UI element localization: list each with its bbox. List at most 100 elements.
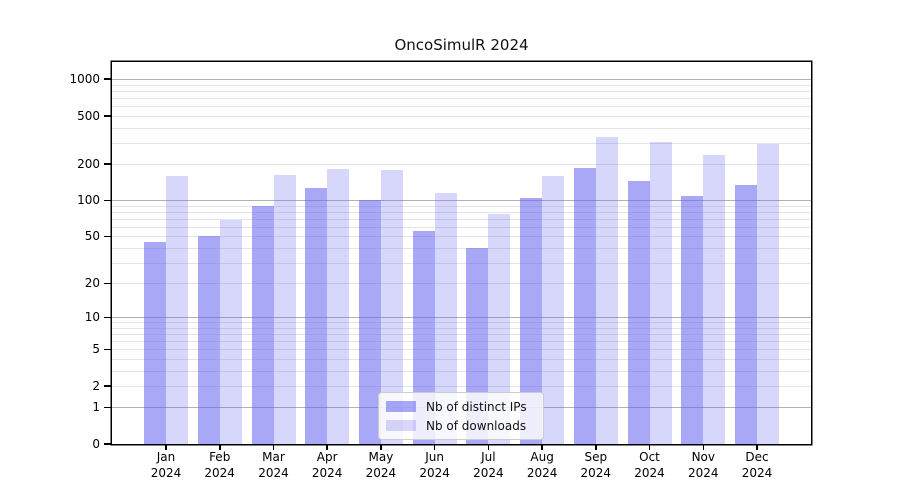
x-tick-label: Jun 2024 (419, 450, 450, 480)
legend-item-downloads: Nb of downloads (386, 418, 535, 433)
bar-ips (358, 200, 381, 444)
bar-ips (305, 187, 328, 444)
bar-downloads (703, 154, 726, 444)
grid-line (112, 236, 811, 238)
y-tick-mark (104, 406, 112, 409)
grid-line (112, 91, 811, 92)
x-tick-label: Aug 2024 (526, 450, 558, 480)
legend-swatch-downloads (386, 420, 416, 431)
grid-line (112, 370, 811, 372)
x-tick-mark (433, 444, 436, 450)
grid-line (112, 359, 811, 360)
grid-line (112, 386, 811, 387)
bar-ips (681, 196, 704, 444)
y-tick-label: 2 (92, 379, 100, 393)
legend: Nb of distinct IPs Nb of downloads (378, 392, 544, 440)
bar-ips (251, 205, 274, 444)
y-tick-mark (104, 78, 112, 80)
bar-downloads (327, 168, 350, 444)
y-tick-label: 200 (77, 157, 100, 171)
x-tick-label: Jul 2024 (473, 450, 504, 480)
x-tick-mark (380, 444, 382, 450)
grid-line (112, 247, 811, 249)
grid-line (112, 212, 811, 213)
x-tick-mark (487, 444, 490, 450)
x-tick-label: May 2024 (365, 450, 397, 480)
y-tick-mark (104, 199, 112, 201)
grid-line (112, 218, 811, 220)
x-tick-label: Sep 2024 (580, 450, 612, 480)
legend-label-ips: Nb of distinct IPs (426, 399, 527, 414)
x-tick-label: Apr 2024 (311, 450, 343, 480)
x-tick-label: Feb 2024 (204, 450, 235, 480)
grid-line (112, 115, 811, 117)
x-tick-label: Mar 2024 (258, 450, 289, 480)
bar-downloads (166, 176, 188, 444)
bar-ips (573, 168, 596, 444)
chart-title: OncoSimulR 2024 (394, 36, 529, 54)
bar-downloads (757, 143, 779, 444)
bar-downloads (542, 176, 565, 444)
x-tick-label: Nov 2024 (688, 450, 719, 480)
bar-downloads (649, 141, 672, 444)
legend-item-distinct-ips: Nb of distinct IPs (386, 399, 535, 414)
bar-ips (520, 198, 543, 444)
x-tick-mark (756, 444, 758, 450)
grid-line (112, 341, 811, 343)
legend-swatch-ips (386, 401, 416, 412)
bar-downloads (380, 170, 403, 444)
bar-ips (735, 185, 757, 444)
y-tick-label: 500 (77, 108, 100, 123)
y-tick-mark (104, 348, 112, 351)
bar-ips (197, 236, 220, 444)
grid-line (112, 200, 811, 202)
y-tick-label: 10 (84, 310, 100, 325)
x-tick-mark (165, 444, 167, 450)
grid-line (112, 283, 811, 285)
bar-downloads (434, 193, 457, 444)
bar-ips (412, 230, 435, 444)
y-tick-mark (104, 316, 112, 319)
grid-line (112, 142, 811, 144)
y-tick-mark (104, 282, 112, 284)
grid-line (112, 205, 811, 207)
x-tick-label: Oct 2024 (634, 450, 665, 480)
grid-line (112, 106, 811, 108)
y-tick-mark (104, 163, 112, 165)
grid-line (112, 317, 811, 319)
x-tick-mark (219, 444, 221, 450)
y-tick-label: 5 (92, 342, 100, 357)
grid-line (112, 322, 811, 324)
bar-ips (144, 241, 166, 444)
y-tick-mark (104, 115, 112, 117)
y-tick-label: 1 (92, 400, 100, 415)
x-tick-mark (595, 444, 597, 450)
grid-line (112, 84, 811, 86)
y-tick-label: 100 (77, 193, 100, 208)
x-tick-label: Jan 2024 (150, 450, 182, 480)
grid-line (112, 226, 811, 228)
grid-line (112, 79, 811, 81)
bar-downloads (488, 213, 511, 444)
x-tick-mark (326, 444, 328, 450)
y-tick-mark (104, 385, 112, 387)
y-tick-label: 50 (84, 229, 100, 244)
grid-line (112, 334, 811, 336)
y-tick-label: 20 (84, 276, 100, 291)
grid-line (112, 164, 811, 165)
y-tick-mark (104, 235, 112, 238)
x-tick-mark (541, 444, 543, 450)
bar-downloads (273, 175, 296, 444)
grid-line (112, 262, 811, 264)
bar-downloads (595, 136, 618, 444)
bar-ips (627, 180, 650, 444)
grid-line (112, 328, 811, 329)
legend-label-downloads: Nb of downloads (426, 418, 527, 433)
y-tick-mark (104, 443, 112, 445)
y-tick-label: 1000 (69, 72, 100, 87)
x-tick-mark (702, 444, 704, 450)
grid-line (112, 127, 811, 129)
x-tick-mark (648, 444, 651, 450)
x-tick-label: Dec 2024 (741, 450, 773, 480)
